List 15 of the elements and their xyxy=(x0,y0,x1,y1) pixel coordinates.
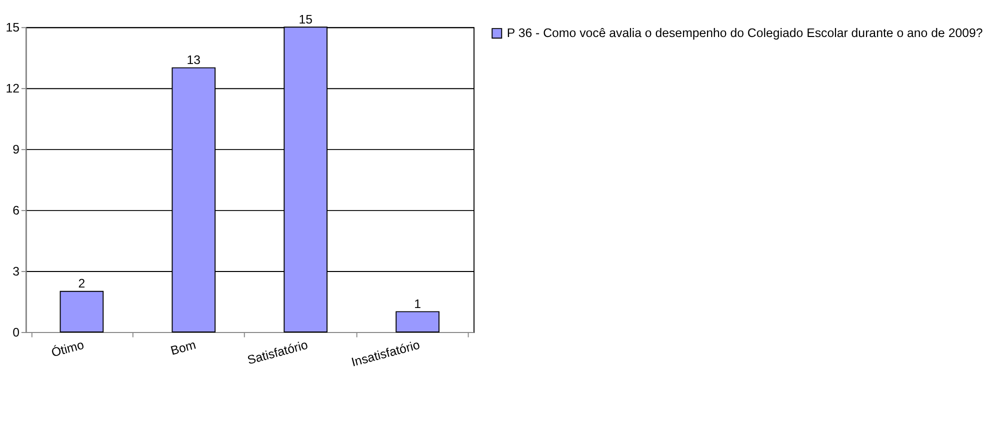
y-tick-label: 12 xyxy=(6,81,20,96)
y-tick-label: 3 xyxy=(12,264,20,278)
x-tick-label: Ótimo xyxy=(50,338,86,360)
bar xyxy=(60,290,104,333)
y-tick-label: 15 xyxy=(6,20,20,34)
data-label: 13 xyxy=(186,52,201,67)
data-label: 1 xyxy=(414,296,422,311)
y-tick-label: 6 xyxy=(12,203,20,218)
legend-label: P 36 - Como você avalia o desempenho do Colegiado Escolar durante o ano de 2009? xyxy=(506,26,983,40)
data-label: 2 xyxy=(78,276,86,291)
data-label: 15 xyxy=(298,12,313,26)
y-tick-label: 0 xyxy=(12,325,20,340)
x-tick-label: Bom xyxy=(169,338,198,358)
bar xyxy=(396,311,440,333)
y-tick-label: 9 xyxy=(12,142,20,156)
